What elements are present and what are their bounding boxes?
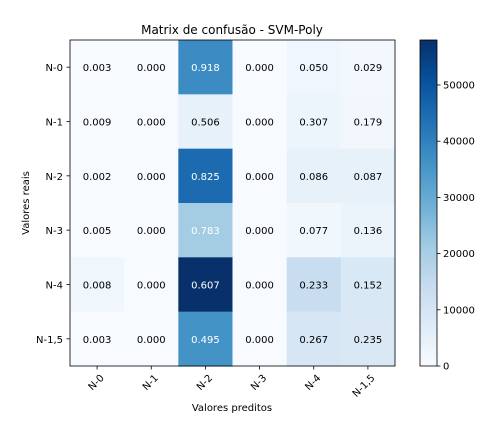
colorbar-gradient [420, 40, 437, 366]
colorbar-tick-label: 50000 [443, 80, 475, 91]
y-tick-label: N-1 [46, 118, 63, 129]
cell-value-label: 0.003 [83, 63, 112, 74]
cell-value-label: 0.152 [354, 281, 383, 292]
colorbar-tick-label: 40000 [443, 137, 475, 148]
cell-value-label: 0.008 [83, 281, 112, 292]
cell-value-label: 0.233 [299, 281, 328, 292]
cell-value-label: 0.825 [191, 172, 220, 183]
cell-value-label: 0.000 [137, 172, 166, 183]
y-axis-label: Valores reais [21, 171, 32, 235]
x-tick-label: N-2 [195, 373, 215, 393]
colorbar-tick-label: 0 [443, 362, 449, 373]
cell-value-label: 0.179 [354, 118, 383, 129]
x-axis-ticks: N-0 N-1 N-2 N-3 N-4 N-1,5 [87, 366, 378, 400]
cell-value-label: 0.495 [191, 335, 220, 346]
cell-value-label: 0.000 [245, 118, 274, 129]
cell-value-label: 0.000 [245, 226, 274, 237]
cell-value-label: 0.000 [137, 63, 166, 74]
cell-value-label: 0.050 [299, 63, 328, 74]
cell-value-label: 0.087 [354, 172, 383, 183]
heatmap-cells [70, 40, 396, 367]
cell-value-label: 0.267 [299, 335, 328, 346]
cell-value-label: 0.000 [245, 172, 274, 183]
colorbar: 0 10000 20000 30000 40000 50000 [420, 40, 475, 373]
x-axis-label: Valores preditos [192, 403, 272, 414]
cell-value-label: 0.000 [245, 281, 274, 292]
cell-value-label: 0.307 [299, 118, 328, 129]
x-tick-label: N-1,5 [351, 373, 378, 400]
cell-value-label: 0.003 [83, 335, 112, 346]
cell-value-label: 0.000 [137, 281, 166, 292]
x-tick-label: N-1 [141, 373, 161, 393]
cell-value-label: 0.077 [299, 226, 328, 237]
cell-value-label: 0.607 [191, 281, 220, 292]
cell-value-label: 0.086 [299, 172, 328, 183]
y-tick-label: N-0 [46, 63, 63, 74]
colorbar-tick-label: 30000 [443, 193, 475, 204]
cell-value-label: 0.000 [137, 226, 166, 237]
colorbar-ticks: 0 10000 20000 30000 40000 50000 [437, 80, 475, 372]
x-tick-label: N-4 [303, 373, 323, 393]
cell-value-label: 0.000 [245, 335, 274, 346]
cell-value-label: 0.235 [354, 335, 383, 346]
cell-value-label: 0.000 [137, 118, 166, 129]
x-tick-label: N-3 [249, 373, 269, 393]
cell-value-label: 0.136 [354, 226, 383, 237]
cell-value-label: 0.000 [245, 63, 274, 74]
cell-value-label: 0.005 [83, 226, 112, 237]
y-tick-label: N-2 [46, 172, 63, 183]
y-axis-ticks: N-0 N-1 N-2 N-3 N-4 N-1,5 [36, 63, 70, 346]
cell-value-label: 0.506 [191, 118, 220, 129]
cell-value-label: 0.029 [354, 63, 383, 74]
y-tick-label: N-3 [46, 226, 63, 237]
cell-value-label: 0.783 [191, 226, 220, 237]
cell-value-label: 0.918 [191, 63, 220, 74]
colorbar-tick-label: 10000 [443, 305, 475, 316]
colorbar-tick-label: 20000 [443, 249, 475, 260]
cell-value-label: 0.000 [137, 335, 166, 346]
x-tick-label: N-0 [87, 373, 107, 393]
cell-value-label: 0.009 [83, 118, 112, 129]
chart-title: Matrix de confusão - SVM-Poly [141, 23, 323, 37]
y-tick-label: N-4 [46, 281, 63, 292]
cell-value-label: 0.002 [83, 172, 112, 183]
y-tick-label: N-1,5 [36, 335, 63, 346]
